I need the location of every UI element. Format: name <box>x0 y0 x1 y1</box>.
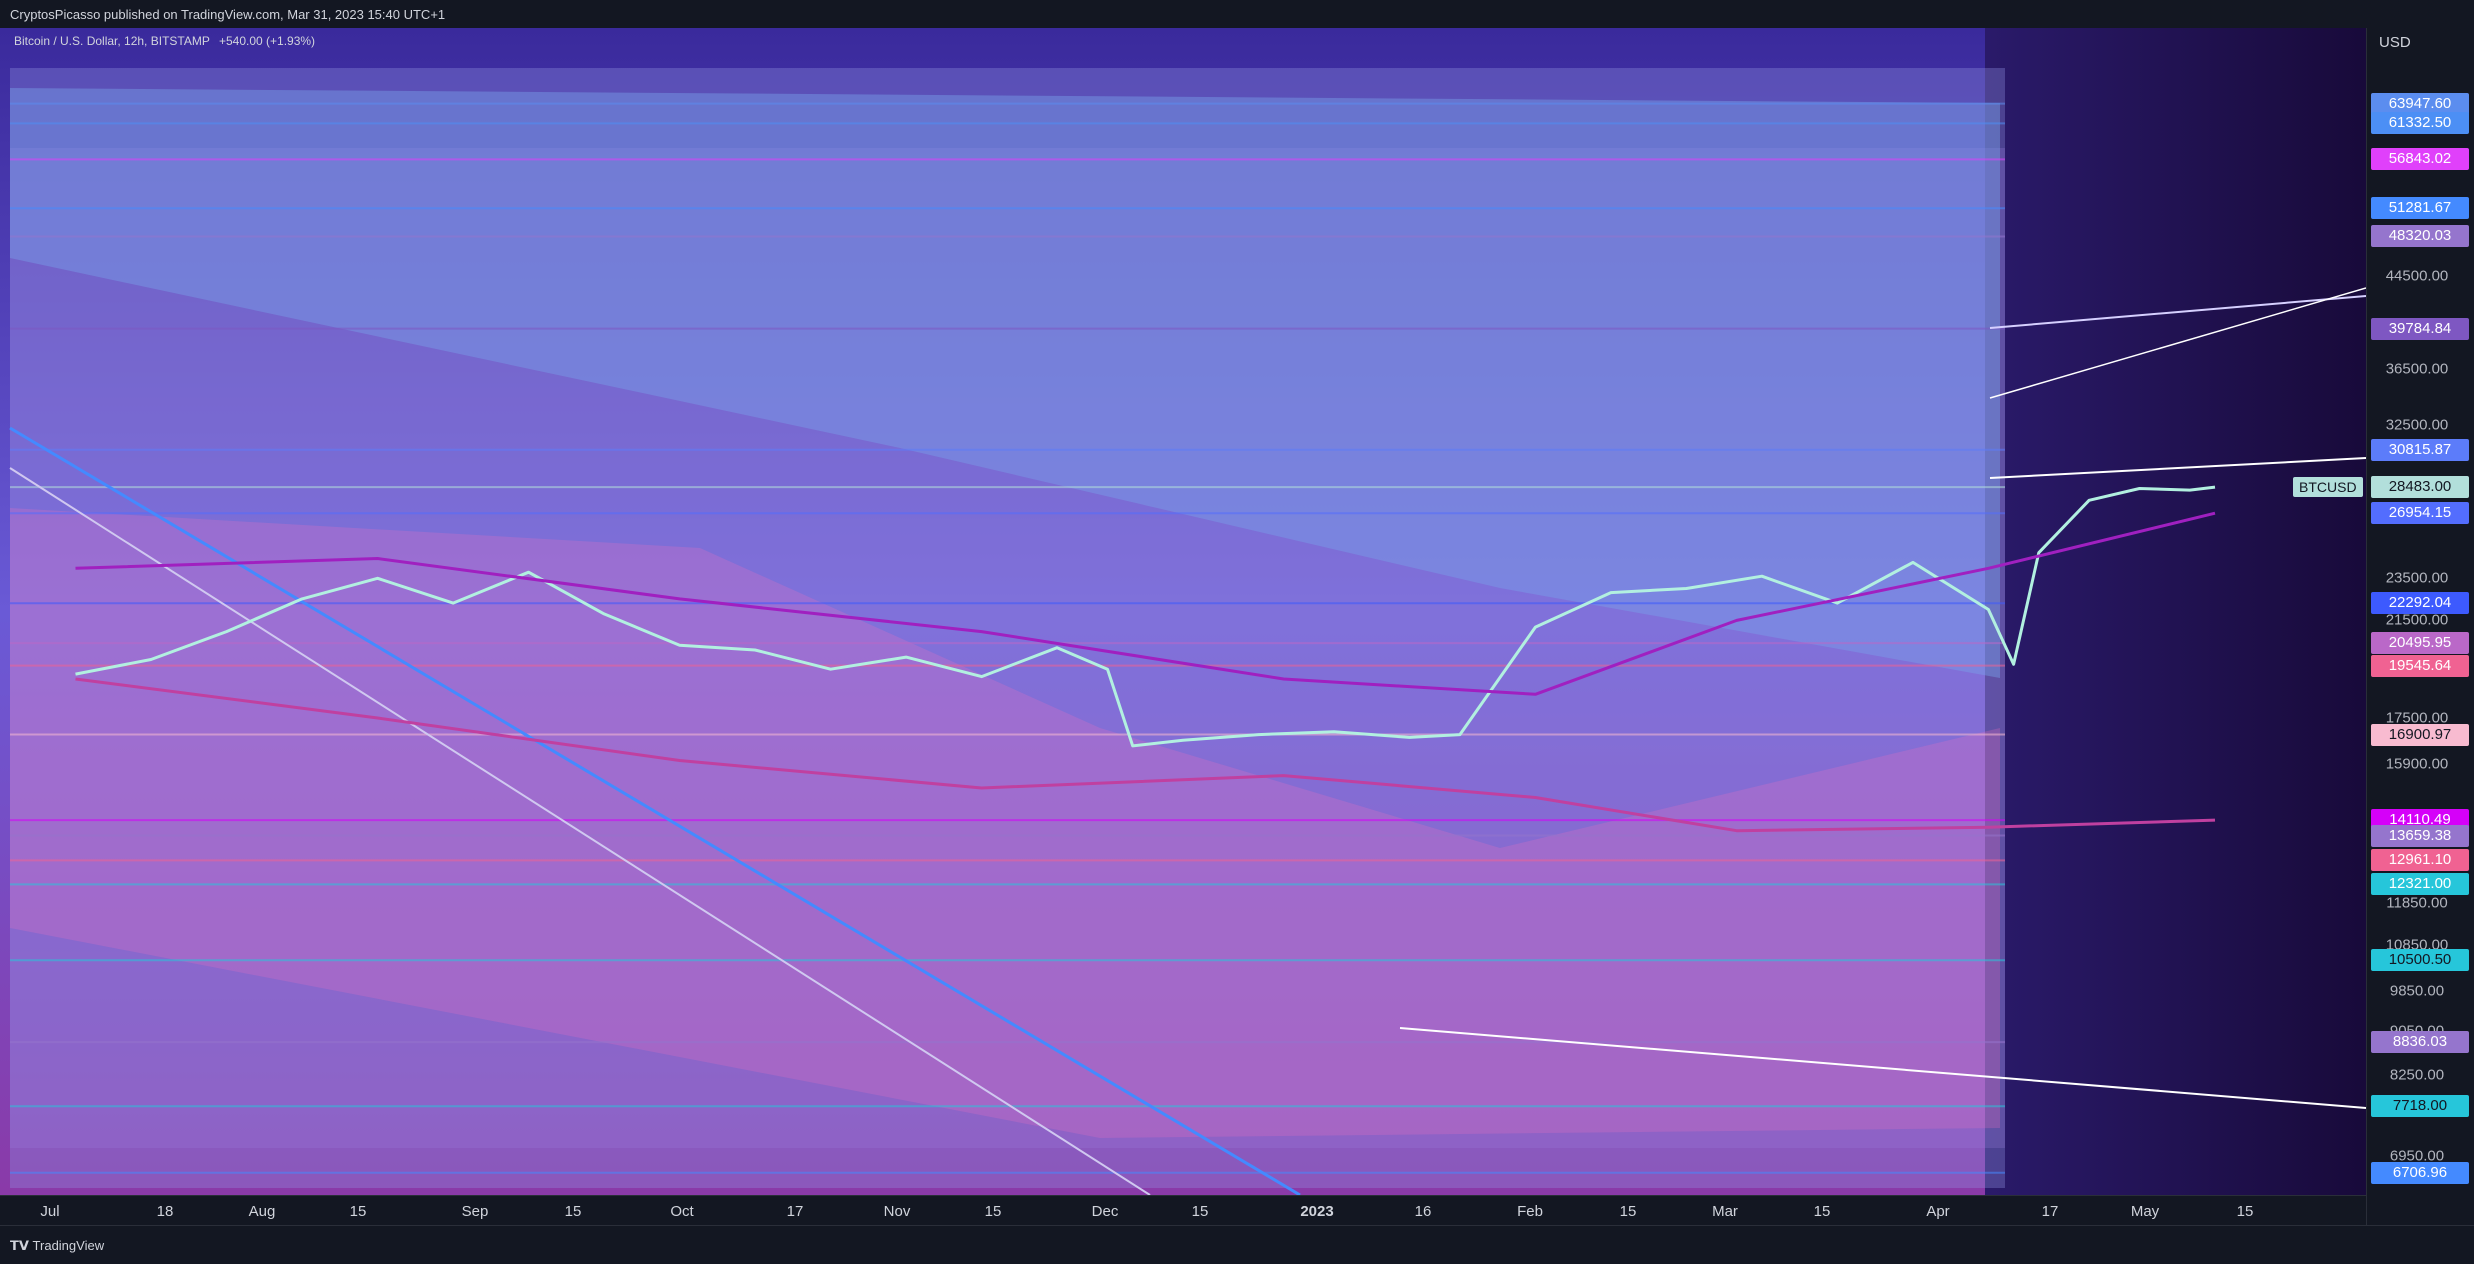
time-tick: 18 <box>156 1203 174 1220</box>
chart-background <box>0 28 2366 1195</box>
price-series-2 <box>75 677 2216 833</box>
time-tick: Jul <box>40 1203 60 1220</box>
time-tick: Aug <box>248 1203 276 1220</box>
price-badge: 12961.10 <box>2371 849 2469 872</box>
time-tick: Nov <box>883 1203 911 1220</box>
trendline-white <box>9 467 1151 1195</box>
time-tick: 15 <box>984 1203 1002 1220</box>
time-tick: May <box>2130 1203 2160 1220</box>
trendline-mid <box>1989 457 2366 479</box>
price-badge: 63947.60 <box>2371 92 2469 115</box>
price-badge: 10500.50 <box>2371 949 2469 972</box>
price-tick: 6950.00 <box>2389 1147 2445 1165</box>
time-tick: 2023 <box>1300 1203 1334 1220</box>
time-tick: 15 <box>564 1203 582 1220</box>
price-series-0 <box>75 485 2216 748</box>
price-badge: 12321.00 <box>2371 873 2469 896</box>
price-badge: 28483.00 <box>2371 476 2469 499</box>
currency-label: USD <box>2379 34 2411 51</box>
overlay-band <box>10 68 2005 1188</box>
symbol-tag: BTCUSD <box>2293 477 2363 498</box>
price-badge: 6706.96 <box>2371 1161 2469 1184</box>
price-tick: 15900.00 <box>2385 755 2449 772</box>
tradingview-logo: 𝗧𝗩 TradingView <box>10 1238 104 1254</box>
time-tick: 15 <box>2236 1203 2254 1220</box>
price-badge: 13659.38 <box>2371 824 2469 847</box>
chart-plot-area[interactable]: Bitcoin / U.S. Dollar, 12h, BITSTAMP +54… <box>0 28 2366 1225</box>
chart-svg <box>0 28 2366 1195</box>
time-tick: Mar <box>1712 1203 1738 1220</box>
price-tick: 44500.00 <box>2385 267 2449 284</box>
trendline-low <box>1399 1027 2366 1109</box>
time-tick: Feb <box>1517 1203 1543 1220</box>
publish-bar: CryptosPicasso published on TradingView.… <box>0 0 2474 28</box>
price-badge: 16900.97 <box>2371 723 2469 746</box>
time-tick: Sep <box>461 1203 489 1220</box>
price-tick: 11850.00 <box>2386 894 2448 912</box>
price-badge: 30815.87 <box>2371 438 2469 461</box>
symbol-change: +540.00 (+1.93%) <box>218 34 316 48</box>
price-badge: 48320.03 <box>2371 225 2469 248</box>
price-badge: 61332.50 <box>2371 112 2469 135</box>
price-tick: 8250.00 <box>2389 1066 2445 1084</box>
brand-label: TradingView <box>32 1238 105 1253</box>
price-badge: 8836.03 <box>2371 1031 2469 1054</box>
price-tick: 17500.00 <box>2385 709 2449 727</box>
price-badge: 20495.95 <box>2371 632 2469 655</box>
trendline-upper2 <box>1989 287 2366 399</box>
overlay-band-2 <box>10 148 2005 1148</box>
footer-bar: 𝗧𝗩 TradingView <box>0 1225 2474 1264</box>
symbol-title: Bitcoin / U.S. Dollar, 12h, BITSTAMP <box>14 34 210 48</box>
time-tick: Apr <box>1926 1203 1950 1220</box>
time-tick: Dec <box>1091 1203 1119 1220</box>
price-axis[interactable]: USD 44500.00 36500.00 32500.00 23500.00 2150… <box>2366 28 2474 1225</box>
price-badge: 7718.00 <box>2371 1095 2469 1118</box>
time-tick: 15 <box>1191 1203 1209 1220</box>
symbol-info: Bitcoin / U.S. Dollar, 12h, BITSTAMP +54… <box>14 34 315 48</box>
price-tick: 10850.00 <box>2385 936 2449 954</box>
price-tick: 36500.00 <box>2385 360 2449 378</box>
time-tick: Oct <box>670 1203 694 1220</box>
future-zone <box>1985 28 2366 1195</box>
time-tick: 15 <box>349 1203 367 1220</box>
price-badge: 51281.67 <box>2371 197 2469 220</box>
time-tick: 17 <box>786 1203 804 1220</box>
trendline-blue <box>9 426 1301 1195</box>
price-series-1 <box>75 511 2216 696</box>
price-badge: 39784.84 <box>2371 317 2469 340</box>
price-tick: 32500.00 <box>2385 416 2449 434</box>
time-tick: 15 <box>1619 1203 1637 1220</box>
logo-icon: 𝗧𝗩 <box>10 1238 33 1253</box>
time-tick: 16 <box>1414 1203 1432 1220</box>
time-tick: 17 <box>2041 1203 2059 1220</box>
price-tick: 23500.00 <box>2385 569 2449 587</box>
time-tick: 15 <box>1813 1203 1831 1220</box>
price-badge: 56843.02 <box>2371 148 2469 171</box>
price-badge: 22292.04 <box>2371 592 2469 615</box>
publish-text: CryptosPicasso published on TradingView.… <box>10 7 446 22</box>
price-badge: 26954.15 <box>2371 502 2469 525</box>
price-badge: 19545.64 <box>2371 654 2469 677</box>
time-axis[interactable]: Jul 18 Aug 15 Sep 15 Oct 17 Nov 15 Dec 15 2023 16 Feb 1… <box>0 1195 2366 1226</box>
price-tick: 9850.00 <box>2389 982 2445 1000</box>
price-tick: 21500.00 <box>2385 611 2449 629</box>
trendline-upper <box>1989 295 2366 329</box>
